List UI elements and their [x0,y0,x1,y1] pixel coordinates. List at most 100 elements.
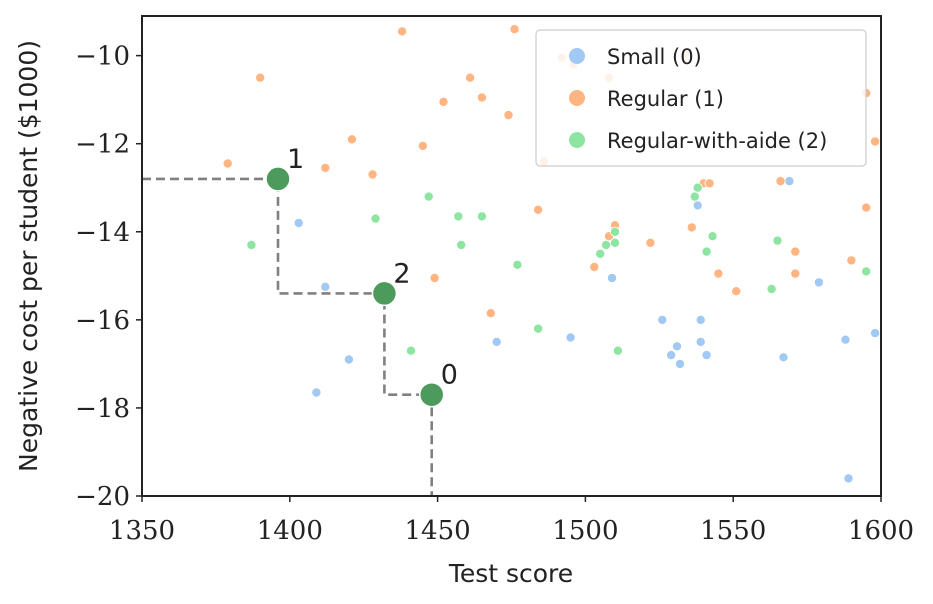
point-series-0-17 [813,277,824,288]
point-series-2-16 [701,246,712,257]
legend-marker-0 [569,48,585,64]
point-series-1-28 [713,268,724,279]
point-series-1-7 [429,272,440,283]
x-tick-label: 1450 [405,516,471,546]
point-series-1-5 [397,26,408,37]
legend-marker-2 [569,132,585,148]
x-axis-label: Test score [448,559,573,588]
legend-box [535,29,867,167]
point-series-1-22 [645,237,656,248]
x-axis-ticks: 1350 1400 1450 1500 1550 1600 [109,496,914,546]
point-series-1-31 [790,246,801,257]
point-series-1-10 [476,92,487,103]
y-axis-ticks: −20 −18 −16 −14 −12 −10 [75,42,142,512]
legend: Small (0) Regular (1) Regular-with-aide (2… [535,29,867,167]
point-series-1-14 [533,204,544,215]
frontier-point-1 [265,166,291,192]
point-series-2-14 [689,191,700,202]
point-series-1-24 [686,222,697,233]
point-series-2-20 [861,266,872,277]
legend-label-0: Small (0) [607,45,702,69]
point-series-0-20 [870,328,881,339]
point-series-2-11 [610,226,621,237]
y-axis-label: Negative cost per student ($1000) [14,40,43,472]
point-series-0-3 [343,354,354,365]
point-series-0-8 [666,350,677,361]
y-tick-label: −20 [75,482,130,512]
point-series-0-13 [695,336,706,347]
point-series-0-16 [784,176,795,187]
point-series-1-33 [846,255,857,266]
point-series-0-5 [565,332,576,343]
point-series-1-35 [861,202,872,213]
point-series-2-19 [772,235,783,246]
y-tick-label: −16 [75,306,130,336]
legend-marker-1 [569,90,585,106]
legend-label-1: Regular (1) [607,87,724,111]
point-series-0-18 [840,334,851,345]
point-series-1-0 [222,158,233,169]
y-tick-label: −18 [75,394,130,424]
point-series-1-30 [775,176,786,187]
x-tick-label: 1400 [257,516,323,546]
point-series-1-9 [465,72,476,83]
point-series-2-3 [423,191,434,202]
point-series-0-0 [293,217,304,228]
x-tick-label: 1500 [552,516,618,546]
point-series-1-6 [417,140,428,151]
point-series-1-2 [320,162,331,173]
frontier-points: 1 2 0 [265,144,458,408]
frontier-point-2 [371,280,398,307]
point-series-2-12 [610,237,621,248]
point-series-1-1 [255,72,266,83]
x-tick-label: 1600 [848,516,914,546]
point-series-1-4 [367,169,378,180]
point-series-2-8 [533,323,544,334]
point-series-2-9 [595,248,606,259]
point-series-2-18 [766,283,777,294]
point-series-1-12 [503,110,514,121]
point-series-0-19 [843,473,854,484]
point-series-1-18 [589,261,600,272]
point-series-2-17 [707,231,718,242]
point-series-0-11 [692,200,703,211]
point-series-0-9 [672,341,683,352]
point-series-2-10 [601,239,612,250]
point-series-0-7 [657,314,668,325]
frontier-label-2: 2 [393,258,410,289]
point-series-1-3 [346,134,357,145]
point-series-2-13 [612,345,623,356]
y-tick-label: −14 [75,218,130,248]
point-series-2-7 [512,259,523,270]
point-series-1-11 [485,308,496,319]
point-series-2-2 [405,345,416,356]
point-series-0-2 [311,387,322,398]
point-series-2-4 [453,211,464,222]
point-series-1-36 [870,136,881,147]
legend-label-2: Regular-with-aide (2) [607,129,827,153]
frontier-label-0: 0 [441,360,458,391]
y-tick-label: −12 [75,130,130,160]
point-series-2-1 [370,213,381,224]
point-series-0-12 [695,314,706,325]
point-series-1-32 [790,268,801,279]
point-series-1-29 [731,286,742,297]
point-series-2-0 [246,239,257,250]
point-series-2-6 [476,211,487,222]
frontier-label-1: 1 [287,144,304,175]
point-series-0-15 [778,352,789,363]
point-series-0-4 [491,336,502,347]
point-series-2-5 [456,239,467,250]
plot-frame [141,15,882,497]
point-series-1-13 [509,24,520,35]
point-series-1-8 [438,96,449,107]
point-series-0-14 [701,350,712,361]
frontier-point-0 [418,381,445,408]
x-tick-label: 1550 [700,516,766,546]
point-series-0-6 [607,272,618,283]
point-series-1-26 [704,178,715,189]
point-series-2-15 [692,182,703,193]
point-series-0-10 [675,358,686,369]
x-tick-label: 1350 [109,516,175,546]
